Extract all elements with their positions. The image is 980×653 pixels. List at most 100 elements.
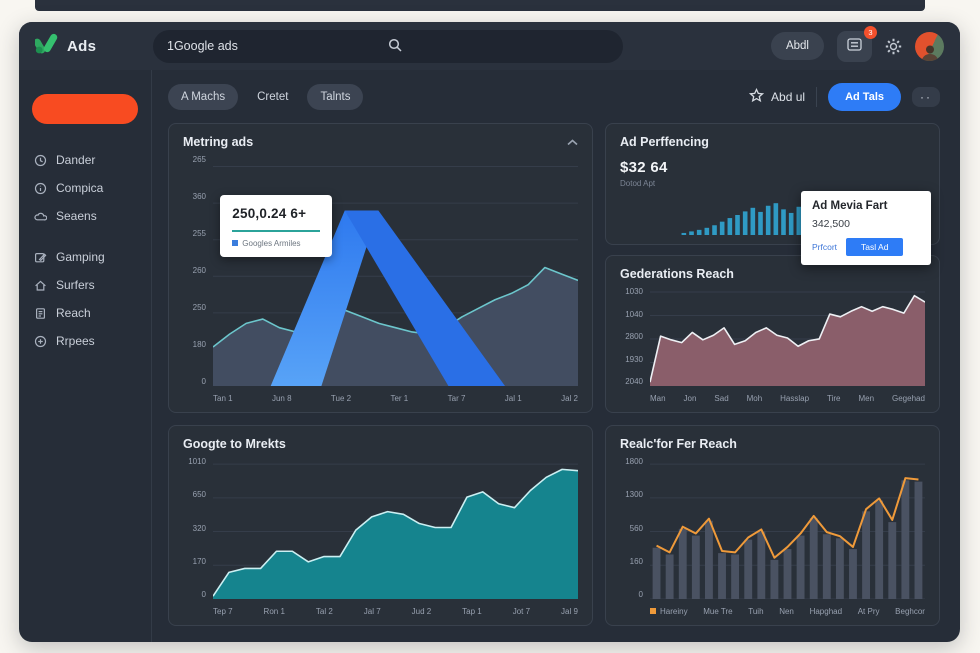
card-gederations-reach: Gederations Reach 1030 1040 2800 1930 2040 M… (605, 255, 940, 413)
card-title: Ad Perffencing (620, 135, 709, 149)
x-axis: Tan 1 Jun 8 Tue 2 Ter 1 Tar 7 Jal 1 Jal 2 (213, 386, 578, 403)
tooltip-legend: Googles Armiles (242, 238, 301, 248)
sidebar-item-gamping[interactable]: Gamping (32, 243, 138, 271)
notification-badge: 3 (864, 25, 877, 39)
ads-logo-left-bar (270, 210, 379, 386)
y-axis-tick: 160 (629, 556, 643, 566)
x-axis: Hareiny Mue Tre Tuih Nen Hapghad At Pry Beghco… (650, 599, 925, 616)
x-axis-tick: At Pry (857, 607, 880, 616)
more-options-button[interactable]: ·· (912, 87, 940, 107)
document-icon (34, 307, 47, 320)
y-axis-tick: 0 (638, 590, 643, 599)
x-axis-tick: Jal 9 (561, 607, 578, 616)
y-axis: 265 360 255 260 250 180 0 (183, 155, 206, 403)
sidebar-item-surfers[interactable]: Surfers (32, 271, 138, 299)
y-axis-tick: 360 (192, 192, 206, 201)
y-axis-tick: 255 (192, 229, 206, 238)
x-axis-tick: Beghcor (895, 607, 925, 616)
card-title: Metring ads (183, 135, 254, 149)
y-axis-tick: 1930 (625, 354, 643, 364)
y-axis-tick: 0 (201, 590, 206, 599)
chevron-up-icon[interactable] (567, 138, 578, 146)
y-axis-tick: 180 (192, 340, 206, 349)
x-axis-tick: Man (650, 394, 666, 403)
x-axis-tick: Men (858, 394, 875, 403)
sidebar: Dander Compica Seaens Gamping Surfers Reach Rr… (19, 70, 152, 642)
googte-chart (213, 457, 578, 599)
topbar-actions: Abdl 3 (770, 25, 944, 62)
card-title: Realc'for Fer Reach (620, 437, 737, 451)
x-axis-tick: Jun 8 (271, 394, 292, 403)
x-axis-tick: Jal 1 (504, 394, 522, 403)
x-axis-tick: Hareiny (650, 607, 688, 616)
stat-value: $32 64 (620, 159, 668, 176)
sidebar-item-label: Gamping (56, 250, 105, 264)
x-axis-tick: Tue 2 (330, 394, 352, 403)
sidebar-item-rrpees[interactable]: Rrpees (32, 327, 138, 355)
x-axis-tick: Gegehad (892, 394, 925, 403)
toolbar-actions: Abd ul Ad Tals ·· (748, 83, 940, 111)
test-ad-button[interactable]: Tasl Ad (846, 238, 904, 256)
info-icon (34, 182, 47, 195)
y-axis-tick: 320 (192, 523, 206, 533)
sidebar-primary-button[interactable] (32, 94, 138, 124)
x-axis-tick: Tep 7 (213, 607, 233, 616)
settings-gear-icon[interactable] (885, 38, 902, 55)
ad-media-popup: Ad Mevia Fart 342,500 Prfcort Tasl Ad (801, 191, 931, 265)
popup-value: 342,500 (812, 218, 850, 230)
topbar: Ads 1Google ads Abdl 3 (19, 22, 960, 70)
profile-name-button[interactable]: Abdl (770, 32, 824, 60)
sidebar-item-label: Compica (56, 181, 104, 195)
card-realc-reach: Realc'for Fer Reach 1800 1300 560 160 0 Hare… (605, 425, 940, 626)
clock-icon (34, 154, 47, 167)
ad-tals-button[interactable]: Ad Tals (828, 83, 901, 111)
notifications-button[interactable]: 3 (837, 25, 877, 62)
divider (816, 87, 818, 107)
x-axis-tick: Tire (827, 394, 841, 403)
sidebar-item-dander[interactable]: Dander (32, 146, 138, 174)
y-axis-tick: 1300 (625, 490, 643, 500)
sidebar-item-reach[interactable]: Reach (32, 299, 138, 327)
metring-ads-chart (213, 155, 578, 386)
gederations-chart (650, 287, 925, 386)
main-content: A Machs Cretet Talnts Abd ul Ad Tals ·· (152, 70, 960, 642)
tab-bar: A Machs Cretet Talnts (168, 84, 364, 110)
tab-talnts[interactable]: Talnts (307, 84, 364, 110)
card-title: Googte to Mrekts (183, 437, 286, 451)
x-axis-tick: Tuih (748, 607, 764, 616)
tab-a-machs[interactable]: A Machs (168, 84, 239, 110)
y-axis-tick: 2800 (625, 332, 643, 341)
y-axis-tick: 260 (192, 266, 206, 275)
brand-label: Ads (67, 37, 97, 55)
popup-link[interactable]: Prfcort (812, 242, 838, 252)
brand: Ads (33, 33, 153, 59)
y-axis-tick: 560 (629, 523, 643, 533)
tooltip-value: 250,0.24 6+ (232, 205, 307, 221)
x-axis-tick: Tap 1 (462, 607, 482, 616)
sidebar-item-compica[interactable]: Compica (32, 174, 138, 202)
legend-swatch (232, 240, 239, 247)
background-window-strip (35, 0, 925, 11)
y-axis-tick: 170 (192, 556, 206, 566)
y-axis-tick: 0 (201, 377, 206, 386)
legend-swatch (650, 608, 656, 614)
y-axis-tick: 1010 (188, 457, 206, 466)
x-axis-tick: Hapghad (809, 607, 843, 616)
x-axis-tick: Ter 1 (390, 394, 409, 403)
y-axis-tick: 1800 (625, 457, 643, 466)
ads-logo-icon (33, 33, 59, 59)
sidebar-item-label: Surfers (56, 278, 95, 292)
sidebar-item-seaens[interactable]: Seaens (32, 202, 138, 230)
sidebar-nav: Dander Compica Seaens Gamping Surfers Reach Rr… (32, 146, 138, 355)
plus-circle-icon (34, 335, 47, 348)
card-metring-ads: Metring ads 265 360 255 260 250 180 0 250,0.24… (168, 123, 593, 413)
x-axis-tick: Jot 7 (512, 607, 531, 616)
sidebar-item-label: Reach (56, 306, 91, 320)
favorite-toggle[interactable]: Abd ul (748, 87, 805, 106)
y-axis: 1800 1300 560 160 0 (620, 457, 643, 616)
user-avatar[interactable] (915, 31, 944, 61)
search-input[interactable]: 1Google ads (153, 29, 623, 63)
x-axis: Tep 7 Ron 1 Tal 2 Jal 7 Jud 2 Tap 1 Jot 7 Jal 9 (213, 599, 578, 616)
sidebar-item-label: Seaens (56, 209, 97, 223)
tab-cretet[interactable]: Cretet (244, 84, 301, 110)
